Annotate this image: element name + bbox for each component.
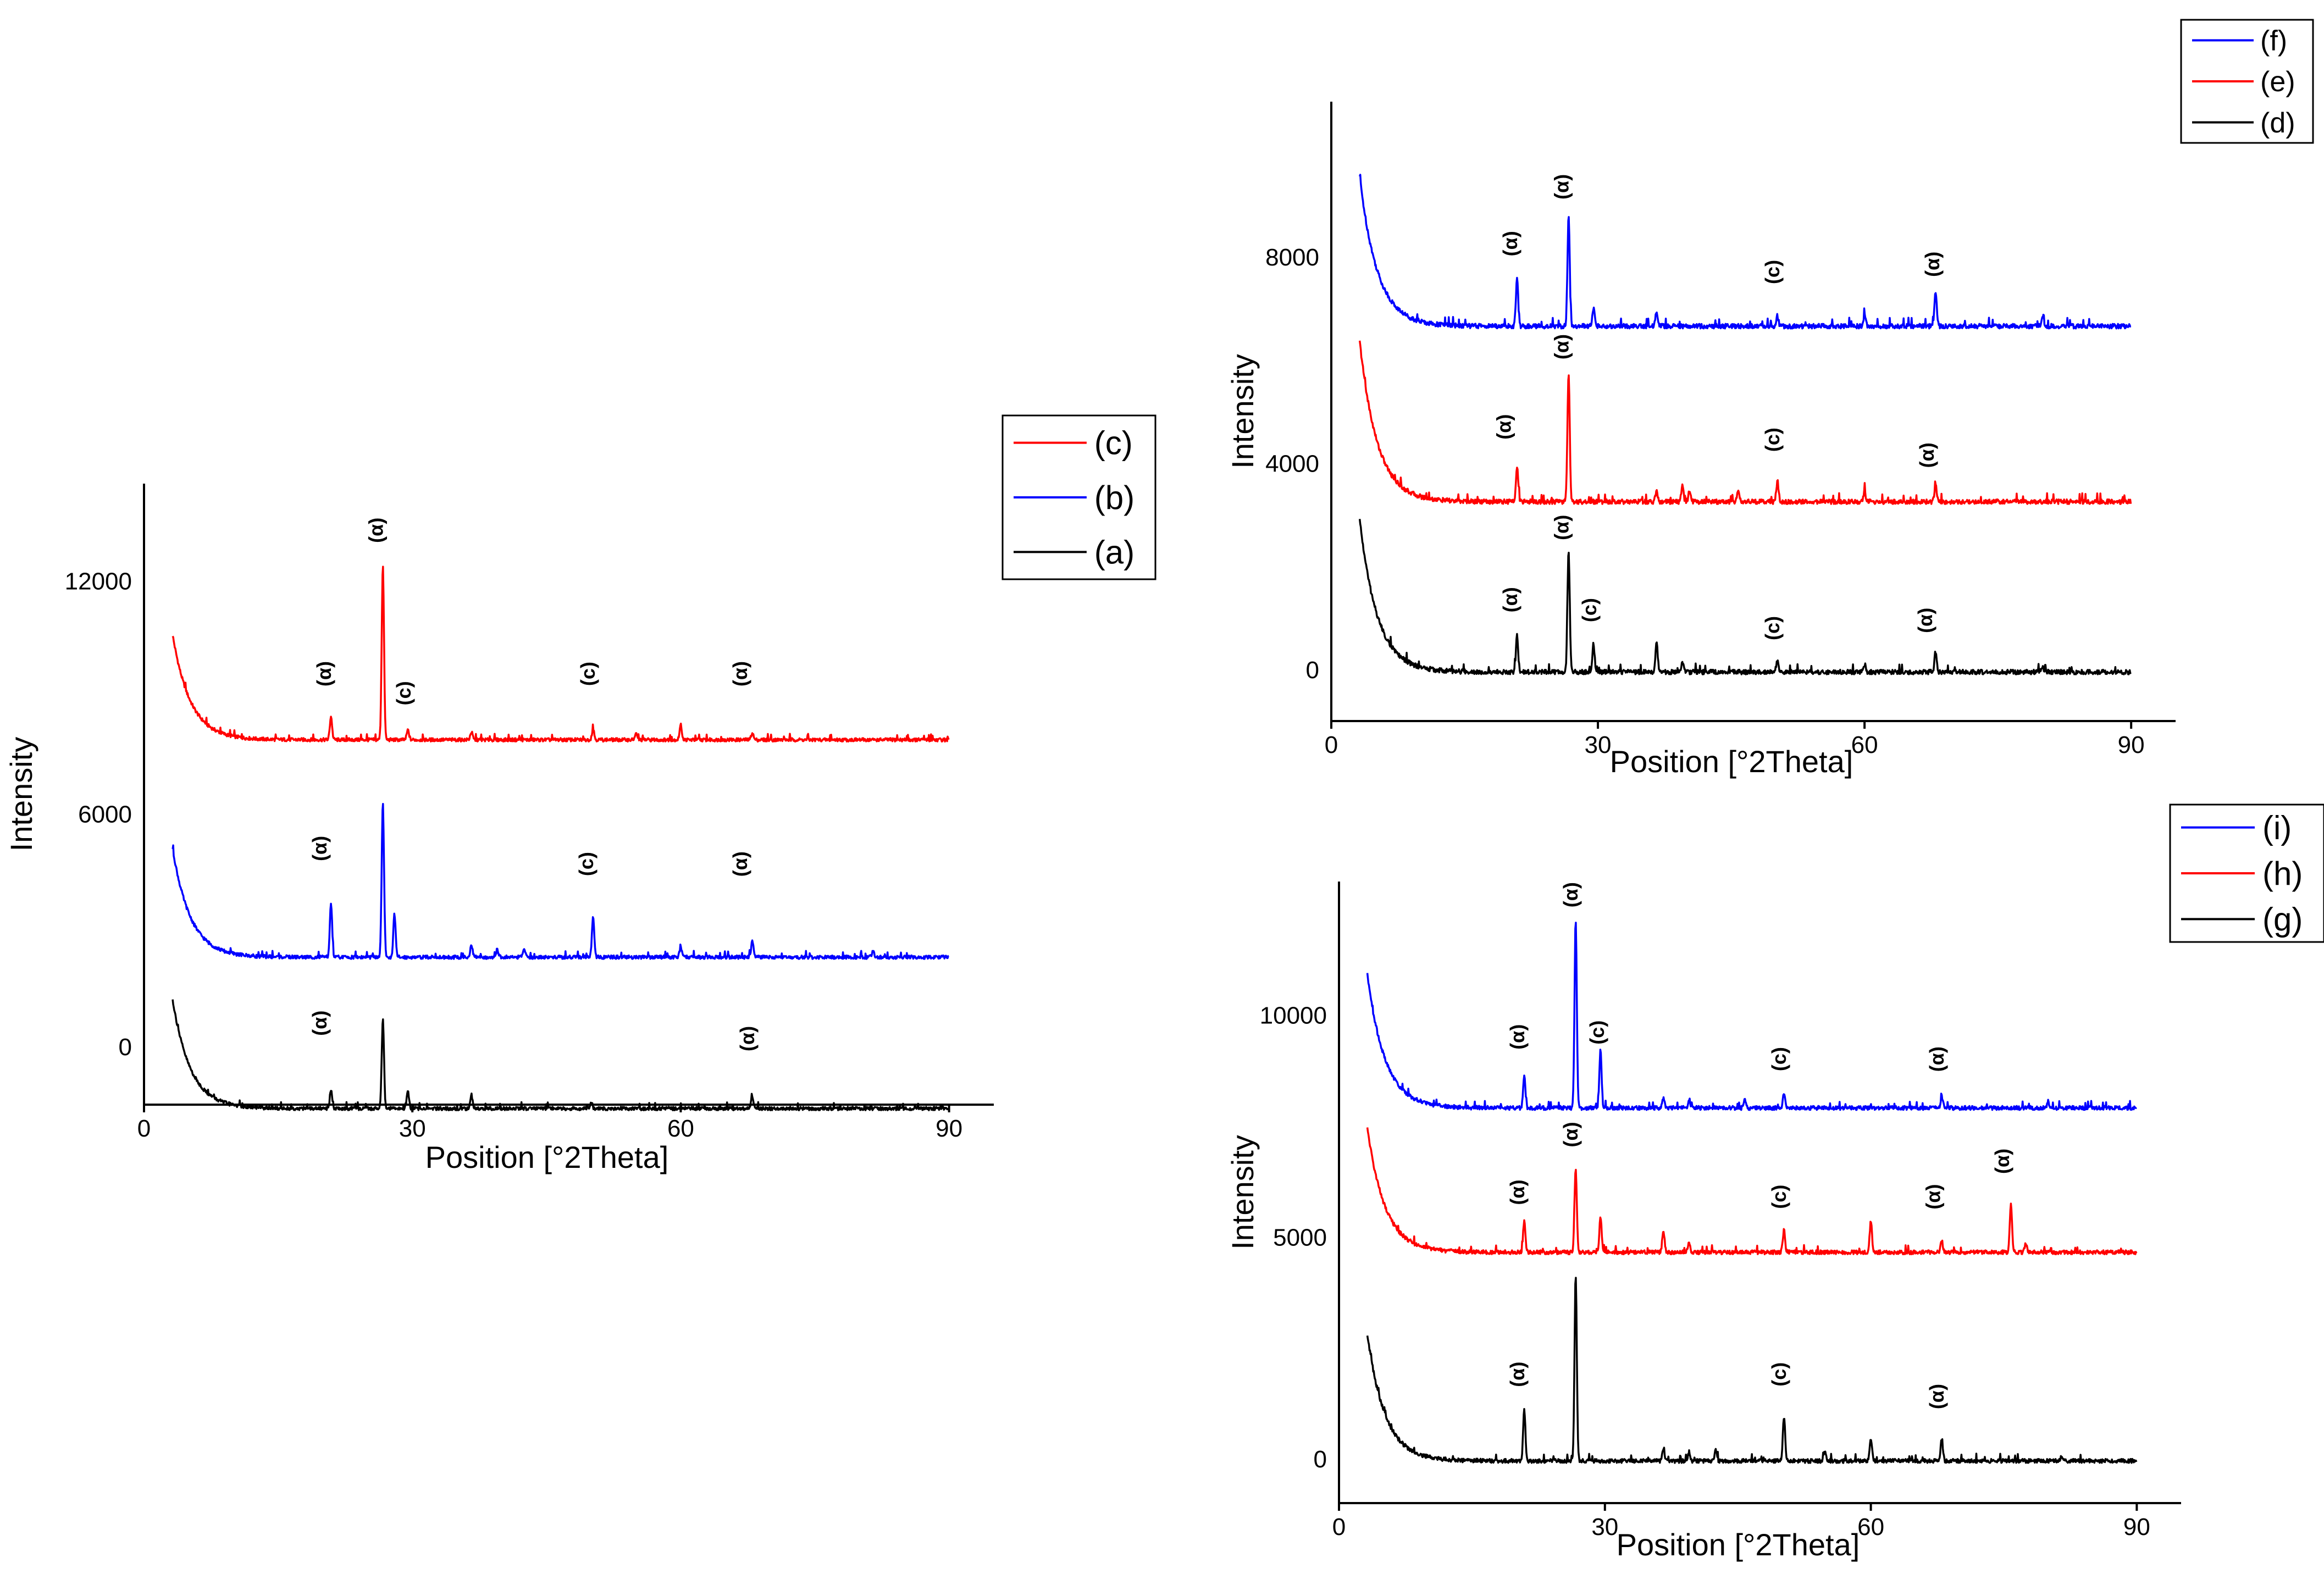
y-axis-label: Intensity	[4, 737, 38, 852]
peak-label: (α)	[1922, 1184, 1944, 1210]
y-tick-label: 6000	[78, 801, 132, 828]
x-tick-label: 60	[1857, 1514, 1884, 1540]
peak-label: (α)	[1921, 252, 1944, 277]
legend-label: (a)	[1094, 534, 1135, 570]
x-tick-label: 30	[1585, 731, 1612, 758]
series-line-c	[171, 566, 950, 743]
peak-label: (α)	[1916, 442, 1938, 468]
legend-label: (b)	[1094, 479, 1135, 516]
legend-label: (i)	[2262, 810, 2292, 846]
peak-label: (α)	[1559, 882, 1582, 907]
peak-label: (α)	[1925, 1046, 1948, 1072]
x-tick-label: 60	[1851, 731, 1878, 758]
y-tick-label: 4000	[1265, 450, 1319, 477]
series-line-f	[1359, 174, 2132, 330]
peak-label: (α)	[1551, 334, 1573, 359]
peak-label: (c)	[1768, 1047, 1790, 1071]
legend: (c) (b) (a)	[1001, 414, 1157, 580]
peak-label: (c)	[392, 681, 415, 705]
peak-label: (α)	[736, 1026, 759, 1051]
peak-label: (c)	[1761, 428, 1784, 452]
series-line-b	[171, 802, 949, 960]
y-tick-label: 12000	[65, 568, 132, 595]
legend: (i) (h) (g)	[2169, 803, 2324, 943]
peak-label: (α)	[1559, 1122, 1582, 1147]
peak-label: (α)	[1551, 174, 1573, 199]
x-tick-label: 0	[1332, 1514, 1346, 1540]
legend-label: (f)	[2260, 25, 2287, 57]
series-line-h	[1366, 1127, 2138, 1255]
y-tick-label: 8000	[1265, 244, 1319, 271]
y-tick-label: 10000	[1260, 1002, 1327, 1029]
peak-label: (c)	[1761, 260, 1784, 284]
legend-label: (g)	[2262, 901, 2303, 938]
peak-label: (c)	[1586, 1021, 1608, 1045]
peak-label: (α)	[729, 661, 751, 686]
series-line-a	[171, 999, 950, 1111]
x-axis-label: Position [°2Theta]	[425, 1140, 669, 1174]
x-axis-label: Position [°2Theta]	[1610, 744, 1853, 779]
x-tick-label: 90	[2118, 731, 2145, 758]
legend-label: (e)	[2260, 66, 2295, 98]
peak-label: (α)	[1991, 1149, 2013, 1174]
peak-label: (α)	[308, 836, 331, 861]
series-line-g	[1366, 1277, 2138, 1464]
x-tick-label: 0	[1325, 731, 1338, 758]
y-tick-label: 0	[1306, 657, 1319, 684]
peak-label: (c)	[1578, 598, 1601, 622]
x-tick-label: 90	[936, 1115, 962, 1142]
peak-label: (α)	[1493, 414, 1515, 440]
peak-label: (α)	[1506, 1024, 1529, 1050]
legend-label: (h)	[2262, 855, 2303, 892]
peak-label: (α)	[1551, 515, 1573, 540]
peak-label: (α)	[729, 851, 751, 877]
y-axis-label: Intensity	[1225, 1135, 1260, 1250]
x-tick-label: 0	[137, 1115, 151, 1142]
peak-label: (c)	[1768, 1185, 1790, 1209]
series-line-d	[1358, 519, 2132, 675]
y-axis-label: Intensity	[1225, 354, 1260, 469]
legend: (f) (e) (d)	[2180, 19, 2314, 144]
peak-label: (α)	[308, 1011, 331, 1036]
peak-label: (c)	[577, 662, 599, 686]
series-line-i	[1366, 922, 2137, 1111]
peak-label: (α)	[1925, 1384, 1948, 1409]
y-tick-label: 5000	[1273, 1224, 1327, 1251]
y-tick-label: 0	[119, 1034, 132, 1061]
x-tick-label: 60	[667, 1115, 694, 1142]
x-tick-label: 30	[399, 1115, 426, 1142]
peak-label: (c)	[1768, 1362, 1790, 1387]
peak-label: (α)	[1506, 1362, 1529, 1387]
peak-label: (c)	[575, 852, 597, 876]
peak-label: (c)	[1761, 616, 1784, 640]
y-tick-label: 0	[1314, 1446, 1327, 1473]
peak-label: (α)	[1499, 231, 1521, 256]
peak-label: (α)	[1914, 608, 1936, 633]
x-tick-label: 30	[1591, 1514, 1618, 1540]
peak-label: (α)	[365, 518, 388, 543]
x-tick-label: 90	[2123, 1514, 2150, 1540]
x-axis-label: Position [°2Theta]	[1617, 1527, 1860, 1562]
peak-label: (α)	[313, 661, 335, 686]
peak-label: (α)	[1506, 1179, 1529, 1205]
peak-label: (α)	[1499, 587, 1521, 612]
legend-label: (d)	[2260, 107, 2295, 139]
legend-label: (c)	[1094, 425, 1133, 462]
series-line-e	[1358, 340, 2132, 505]
